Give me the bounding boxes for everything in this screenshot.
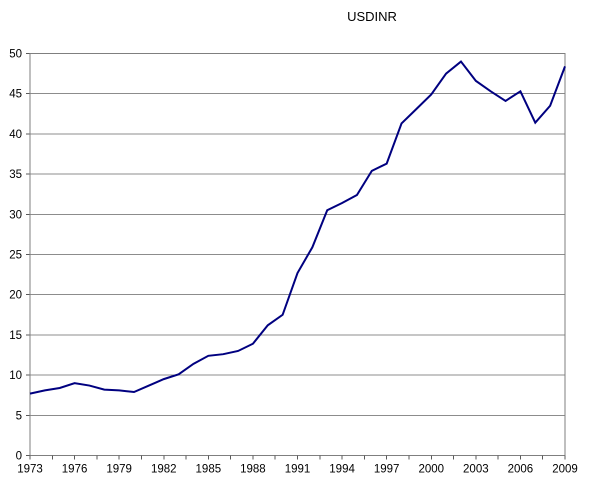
y-axis-label: 35 [9,169,22,181]
x-axis-label: 1991 [285,464,311,476]
y-axis-label: 0 [16,451,22,463]
y-axis-label: 50 [9,49,22,61]
x-axis-label: 1994 [329,464,355,476]
x-axis-labels: 1973 1976 1979 1982 1985 1988 1991 1994 1997 2000… [17,464,578,476]
y-axis-label: 20 [9,290,22,302]
x-axis-label: 1979 [106,464,132,476]
x-axis-label: 1985 [196,464,222,476]
y-axis-label: 5 [16,410,22,422]
y-axis-label: 45 [9,89,22,101]
x-axis-label: 1982 [151,464,177,476]
y-axis-label: 10 [9,370,22,382]
x-axis-label: 2009 [552,464,578,476]
usdinr-series-line [29,60,566,395]
y-axis-label: 40 [9,129,22,141]
x-axis-label: 1973 [17,464,43,476]
x-axis-label: 2000 [418,464,444,476]
x-axis-label: 2003 [463,464,489,476]
y-axis-label: 30 [9,209,22,221]
x-axis-ticks [29,455,566,460]
x-axis-label: 2006 [508,464,534,476]
x-axis-label: 1988 [240,464,266,476]
y-axis-label: 15 [9,330,22,342]
y-axis-labels: 0 5 10 15 20 25 30 35 40 45 50 [9,49,22,463]
chart-title: USDINR [347,9,397,24]
x-axis-label: 1976 [62,464,88,476]
gridlines [26,53,565,456]
y-axis-label: 25 [9,250,22,262]
x-axis-label: 1997 [374,464,400,476]
